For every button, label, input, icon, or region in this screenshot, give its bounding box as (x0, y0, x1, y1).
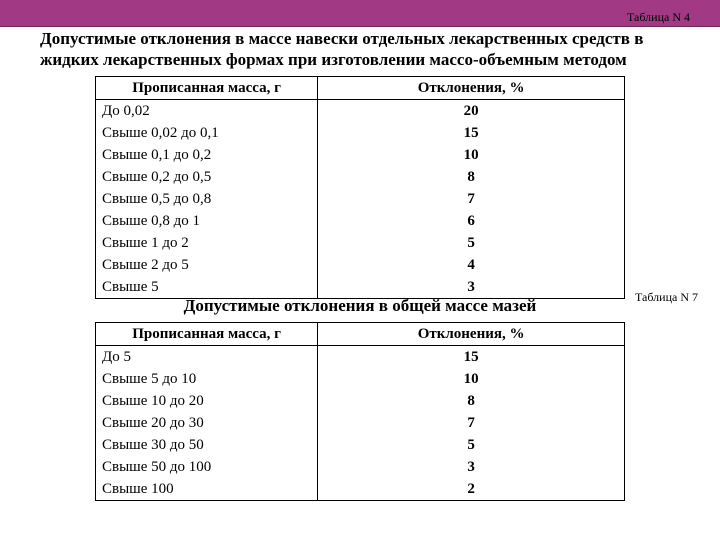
mass-cell: Свыше 0,02 до 0,1 (96, 122, 318, 144)
deviation-cell: 3 (318, 456, 625, 478)
table-row: Свыше 10 до 208 (96, 390, 625, 412)
mass-cell: Свыше 50 до 100 (96, 456, 318, 478)
slide: Таблица N 4 Допустимые отклонения в масс… (0, 0, 720, 540)
t1-col1-header: Прописанная масса, г (96, 77, 318, 100)
table-row: Свыше 2 до 54 (96, 254, 625, 276)
deviation-cell: 10 (318, 144, 625, 166)
deviation-cell: 10 (318, 368, 625, 390)
mass-cell: Свыше 20 до 30 (96, 412, 318, 434)
table-row: До 515 (96, 346, 625, 369)
t1-body: До 0,0220Свыше 0,02 до 0,115Свыше 0,1 до… (96, 100, 625, 299)
table-row: Свыше 1 до 25 (96, 232, 625, 254)
mass-cell: Свыше 100 (96, 478, 318, 501)
table-2-wrap: Прописанная масса, г Отклонения, % До 51… (95, 322, 625, 501)
deviation-cell: 4 (318, 254, 625, 276)
mass-cell: Свыше 5 до 10 (96, 368, 318, 390)
deviation-cell: 7 (318, 188, 625, 210)
deviation-cell: 5 (318, 434, 625, 456)
deviation-cell: 15 (318, 346, 625, 369)
table-row: Свыше 0,02 до 0,115 (96, 122, 625, 144)
mass-cell: Свыше 2 до 5 (96, 254, 318, 276)
mass-cell: Свыше 0,5 до 0,8 (96, 188, 318, 210)
table-1: Прописанная масса, г Отклонения, % До 0,… (95, 76, 625, 299)
table-row: Свыше 20 до 307 (96, 412, 625, 434)
main-title: Допустимые отклонения в массе навески от… (40, 28, 690, 71)
table-row: Свыше 1002 (96, 478, 625, 501)
mass-cell: Свыше 10 до 20 (96, 390, 318, 412)
t2-body: До 515Свыше 5 до 1010Свыше 10 до 208Свыш… (96, 346, 625, 501)
subtitle: Допустимые отклонения в общей массе мазе… (0, 296, 720, 316)
t2-col2-header: Отклонения, % (318, 323, 625, 346)
table-2: Прописанная масса, г Отклонения, % До 51… (95, 322, 625, 501)
table-row: Свыше 0,8 до 16 (96, 210, 625, 232)
mass-cell: Свыше 0,8 до 1 (96, 210, 318, 232)
table-row: Свыше 0,2 до 0,58 (96, 166, 625, 188)
mass-cell: Свыше 1 до 2 (96, 232, 318, 254)
header-band (0, 0, 720, 27)
mass-cell: До 5 (96, 346, 318, 369)
table-label-4: Таблица N 4 (627, 10, 690, 25)
deviation-cell: 15 (318, 122, 625, 144)
table-row: Свыше 5 до 1010 (96, 368, 625, 390)
mass-cell: Свыше 0,1 до 0,2 (96, 144, 318, 166)
deviation-cell: 8 (318, 390, 625, 412)
table-row: До 0,0220 (96, 100, 625, 123)
t2-col1-header: Прописанная масса, г (96, 323, 318, 346)
mass-cell: Свыше 30 до 50 (96, 434, 318, 456)
table-row: Свыше 0,5 до 0,87 (96, 188, 625, 210)
deviation-cell: 2 (318, 478, 625, 501)
table-row: Свыше 50 до 1003 (96, 456, 625, 478)
table-1-wrap: Прописанная масса, г Отклонения, % До 0,… (95, 76, 625, 299)
t1-col2-header: Отклонения, % (318, 77, 625, 100)
table-row: Свыше 30 до 505 (96, 434, 625, 456)
deviation-cell: 6 (318, 210, 625, 232)
mass-cell: До 0,02 (96, 100, 318, 123)
mass-cell: Свыше 0,2 до 0,5 (96, 166, 318, 188)
deviation-cell: 7 (318, 412, 625, 434)
deviation-cell: 5 (318, 232, 625, 254)
deviation-cell: 20 (318, 100, 625, 123)
table-row: Свыше 0,1 до 0,210 (96, 144, 625, 166)
deviation-cell: 8 (318, 166, 625, 188)
